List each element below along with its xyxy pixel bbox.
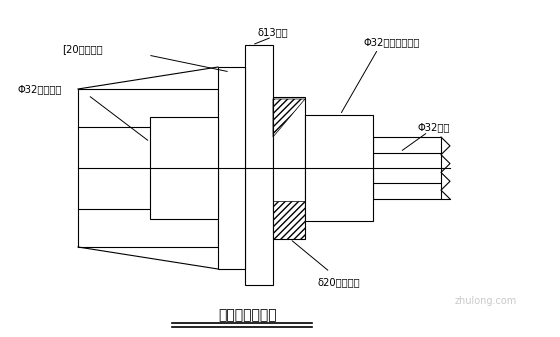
Bar: [78, 89, 218, 247]
Text: δ13模面: δ13模面: [258, 27, 288, 37]
Text: Φ32粗制螺母: Φ32粗制螺母: [18, 84, 62, 94]
Text: zhulong.com: zhulong.com: [455, 296, 517, 306]
Text: Φ32拉杆: Φ32拉杆: [418, 122, 450, 132]
Bar: [150, 117, 218, 219]
Bar: [218, 67, 245, 269]
Text: Φ32螺母（加长）: Φ32螺母（加长）: [363, 37, 419, 47]
Bar: [373, 137, 441, 199]
Text: 拉杆位置大样图: 拉杆位置大样图: [218, 308, 277, 322]
Bar: [273, 97, 305, 239]
Text: δ20加强钢板: δ20加强钢板: [318, 277, 361, 287]
Bar: [245, 45, 273, 285]
Bar: [305, 115, 373, 221]
Text: [20加强槽钢: [20加强槽钢: [62, 44, 102, 54]
